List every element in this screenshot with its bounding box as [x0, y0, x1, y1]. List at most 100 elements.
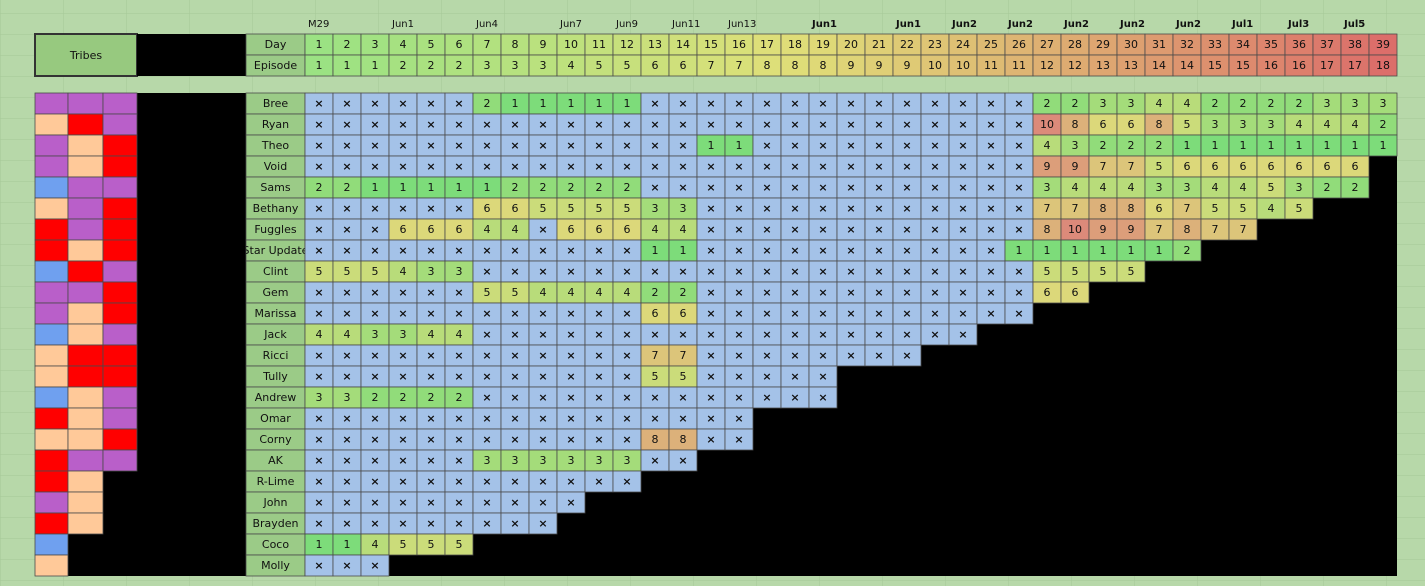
out-cell	[556, 491, 586, 514]
score: 3	[372, 328, 379, 341]
out-mark: ×	[426, 244, 435, 257]
out-mark: ×	[594, 475, 603, 488]
date-label: Jun2	[1119, 19, 1145, 30]
out-mark: ×	[454, 97, 463, 110]
out-mark: ×	[790, 391, 799, 404]
player-name: Andrew	[255, 391, 297, 404]
score: 1	[456, 181, 463, 194]
out-mark: ×	[622, 160, 631, 173]
tribe-cell	[34, 281, 69, 304]
tribe-cell	[67, 344, 104, 367]
score: 9	[1072, 160, 1079, 173]
episode-number: 7	[736, 59, 743, 72]
player-name: John	[263, 496, 288, 509]
score: 6	[568, 223, 575, 236]
out-mark: ×	[398, 244, 407, 257]
out-mark: ×	[902, 160, 911, 173]
score: 1	[624, 97, 631, 110]
score: 4	[1044, 139, 1051, 152]
out-mark: ×	[566, 391, 575, 404]
player-name: R-Lime	[257, 475, 295, 488]
episode-number: 8	[792, 59, 799, 72]
out-mark: ×	[594, 412, 603, 425]
out-mark: ×	[762, 391, 771, 404]
out-mark: ×	[818, 286, 827, 299]
out-mark: ×	[426, 118, 435, 131]
score: 4	[400, 265, 407, 278]
out-mark: ×	[986, 160, 995, 173]
score: 6	[1100, 118, 1107, 131]
score: 5	[680, 370, 687, 383]
out-mark: ×	[734, 412, 743, 425]
out-mark: ×	[678, 328, 687, 341]
out-mark: ×	[818, 181, 827, 194]
tribe-cell	[34, 407, 69, 430]
score: 4	[1128, 181, 1135, 194]
player-name: Theo	[261, 139, 289, 152]
out-mark: ×	[566, 244, 575, 257]
score: 5	[596, 202, 603, 215]
out-mark: ×	[538, 370, 547, 383]
score: 2	[1044, 97, 1051, 110]
tribe-cell	[67, 239, 104, 262]
out-mark: ×	[342, 496, 351, 509]
out-mark: ×	[846, 202, 855, 215]
out-mark: ×	[818, 307, 827, 320]
score: 1	[316, 538, 323, 551]
score: 1	[400, 181, 407, 194]
out-mark: ×	[734, 202, 743, 215]
score: 1	[596, 97, 603, 110]
out-mark: ×	[566, 475, 575, 488]
episode-number: 3	[540, 59, 547, 72]
out-mark: ×	[846, 265, 855, 278]
score: 7	[1128, 160, 1135, 173]
out-mark: ×	[678, 97, 687, 110]
score: 4	[540, 286, 547, 299]
out-mark: ×	[986, 307, 995, 320]
out-mark: ×	[818, 118, 827, 131]
score: 3	[428, 265, 435, 278]
out-mark: ×	[734, 328, 743, 341]
out-mark: ×	[426, 412, 435, 425]
day-number: 8	[512, 38, 519, 51]
score: 4	[456, 328, 463, 341]
episode-number: 8	[820, 59, 827, 72]
player-name: Omar	[260, 412, 291, 425]
tribe-cell	[67, 197, 104, 220]
out-mark: ×	[706, 307, 715, 320]
out-mark: ×	[678, 118, 687, 131]
out-mark: ×	[902, 307, 911, 320]
black-fill	[137, 34, 246, 76]
episode-number: 18	[1376, 59, 1390, 72]
out-mark: ×	[398, 433, 407, 446]
tribe-cell	[34, 176, 69, 199]
out-mark: ×	[566, 412, 575, 425]
tribe-cell	[67, 218, 104, 241]
out-mark: ×	[538, 433, 547, 446]
out-mark: ×	[902, 349, 911, 362]
out-mark: ×	[482, 328, 491, 341]
out-mark: ×	[846, 139, 855, 152]
out-mark: ×	[1014, 160, 1023, 173]
score: 2	[1184, 244, 1191, 257]
day-number: 32	[1180, 38, 1194, 51]
out-mark: ×	[314, 286, 323, 299]
out-mark: ×	[818, 139, 827, 152]
out-mark: ×	[790, 307, 799, 320]
out-mark: ×	[790, 202, 799, 215]
out-mark: ×	[426, 139, 435, 152]
out-mark: ×	[622, 391, 631, 404]
out-mark: ×	[482, 349, 491, 362]
out-mark: ×	[706, 391, 715, 404]
tribe-cell	[67, 155, 104, 178]
player-name: Sams	[260, 181, 290, 194]
tribe-cell	[67, 491, 104, 514]
score: 4	[428, 328, 435, 341]
out-mark: ×	[706, 244, 715, 257]
out-mark: ×	[538, 328, 547, 341]
out-mark: ×	[594, 328, 603, 341]
score: 2	[540, 181, 547, 194]
score: 2	[372, 391, 379, 404]
score: 3	[400, 328, 407, 341]
